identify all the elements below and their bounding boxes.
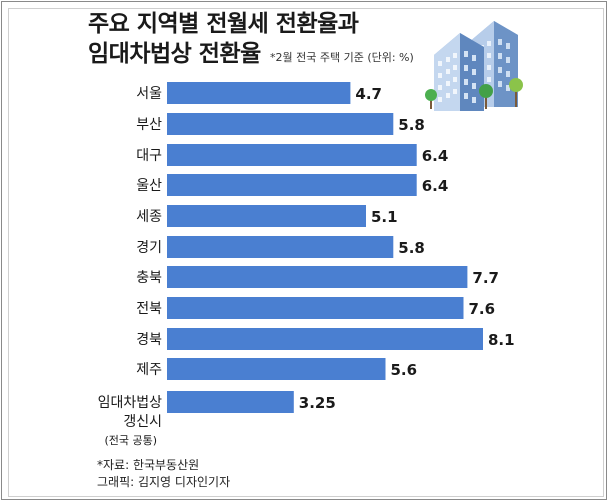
chart-inner-border: [8, 8, 604, 497]
chart-title: 주요 지역별 전월세 전환율과 임대차법상 전환율: [88, 9, 359, 69]
category-label-4: 세종: [136, 209, 162, 225]
bar-9: [167, 358, 386, 380]
tree-left: [425, 89, 437, 109]
chart-source: *자료: 한국부동산원: [97, 458, 200, 472]
value-label-6: 7.7: [472, 269, 499, 287]
value-label-7: 7.6: [469, 300, 496, 318]
chart-note: *2월 전국 주택 기준 (단위: %): [270, 51, 414, 64]
category-label-6: 충북: [136, 270, 162, 286]
value-label-3: 6.4: [422, 177, 449, 195]
chart-title-line-2: 임대차법상 전환율: [88, 41, 261, 67]
value-label-2: 6.4: [422, 147, 449, 165]
front-building: [434, 33, 484, 111]
chart-title-line-1: 주요 지역별 전월세 전환율과: [88, 11, 359, 37]
value-label-9: 5.6: [391, 361, 418, 379]
category-label-10: 임대차법상 갱신시 (전국 공통): [98, 395, 163, 447]
category-label-8: 경북: [136, 332, 162, 348]
value-label-1: 5.8: [398, 116, 425, 134]
value-label-10: 3.25: [299, 394, 336, 412]
bar-10: [167, 391, 294, 413]
value-label-8: 8.1: [488, 331, 515, 349]
tree-right: [509, 78, 523, 107]
bar-6: [167, 266, 468, 288]
category-label-7: 전북: [136, 301, 162, 317]
chart-credit: 그래픽: 김지영 디자인기자: [97, 475, 231, 489]
bar-2: [167, 144, 417, 166]
category-label-5: 경기: [136, 240, 162, 256]
bar-1: [167, 113, 394, 135]
category-label-2: 대구: [136, 148, 162, 164]
apartment-buildings-icon: [425, 21, 523, 111]
value-label-5: 5.8: [398, 239, 425, 257]
value-label-4: 5.1: [371, 208, 398, 226]
category-label-0: 서울: [136, 86, 162, 102]
category-label-1: 부산: [136, 117, 162, 133]
bar-7: [167, 297, 464, 319]
bar-4: [167, 205, 366, 227]
bar-5: [167, 236, 394, 258]
category-label-3: 울산: [136, 178, 162, 194]
bar-0: [167, 82, 351, 104]
tree-middle: [479, 84, 493, 109]
bar-3: [167, 174, 417, 196]
category-label-9: 제주: [136, 362, 162, 378]
value-label-0: 4.7: [355, 85, 382, 103]
bar-8: [167, 328, 483, 350]
